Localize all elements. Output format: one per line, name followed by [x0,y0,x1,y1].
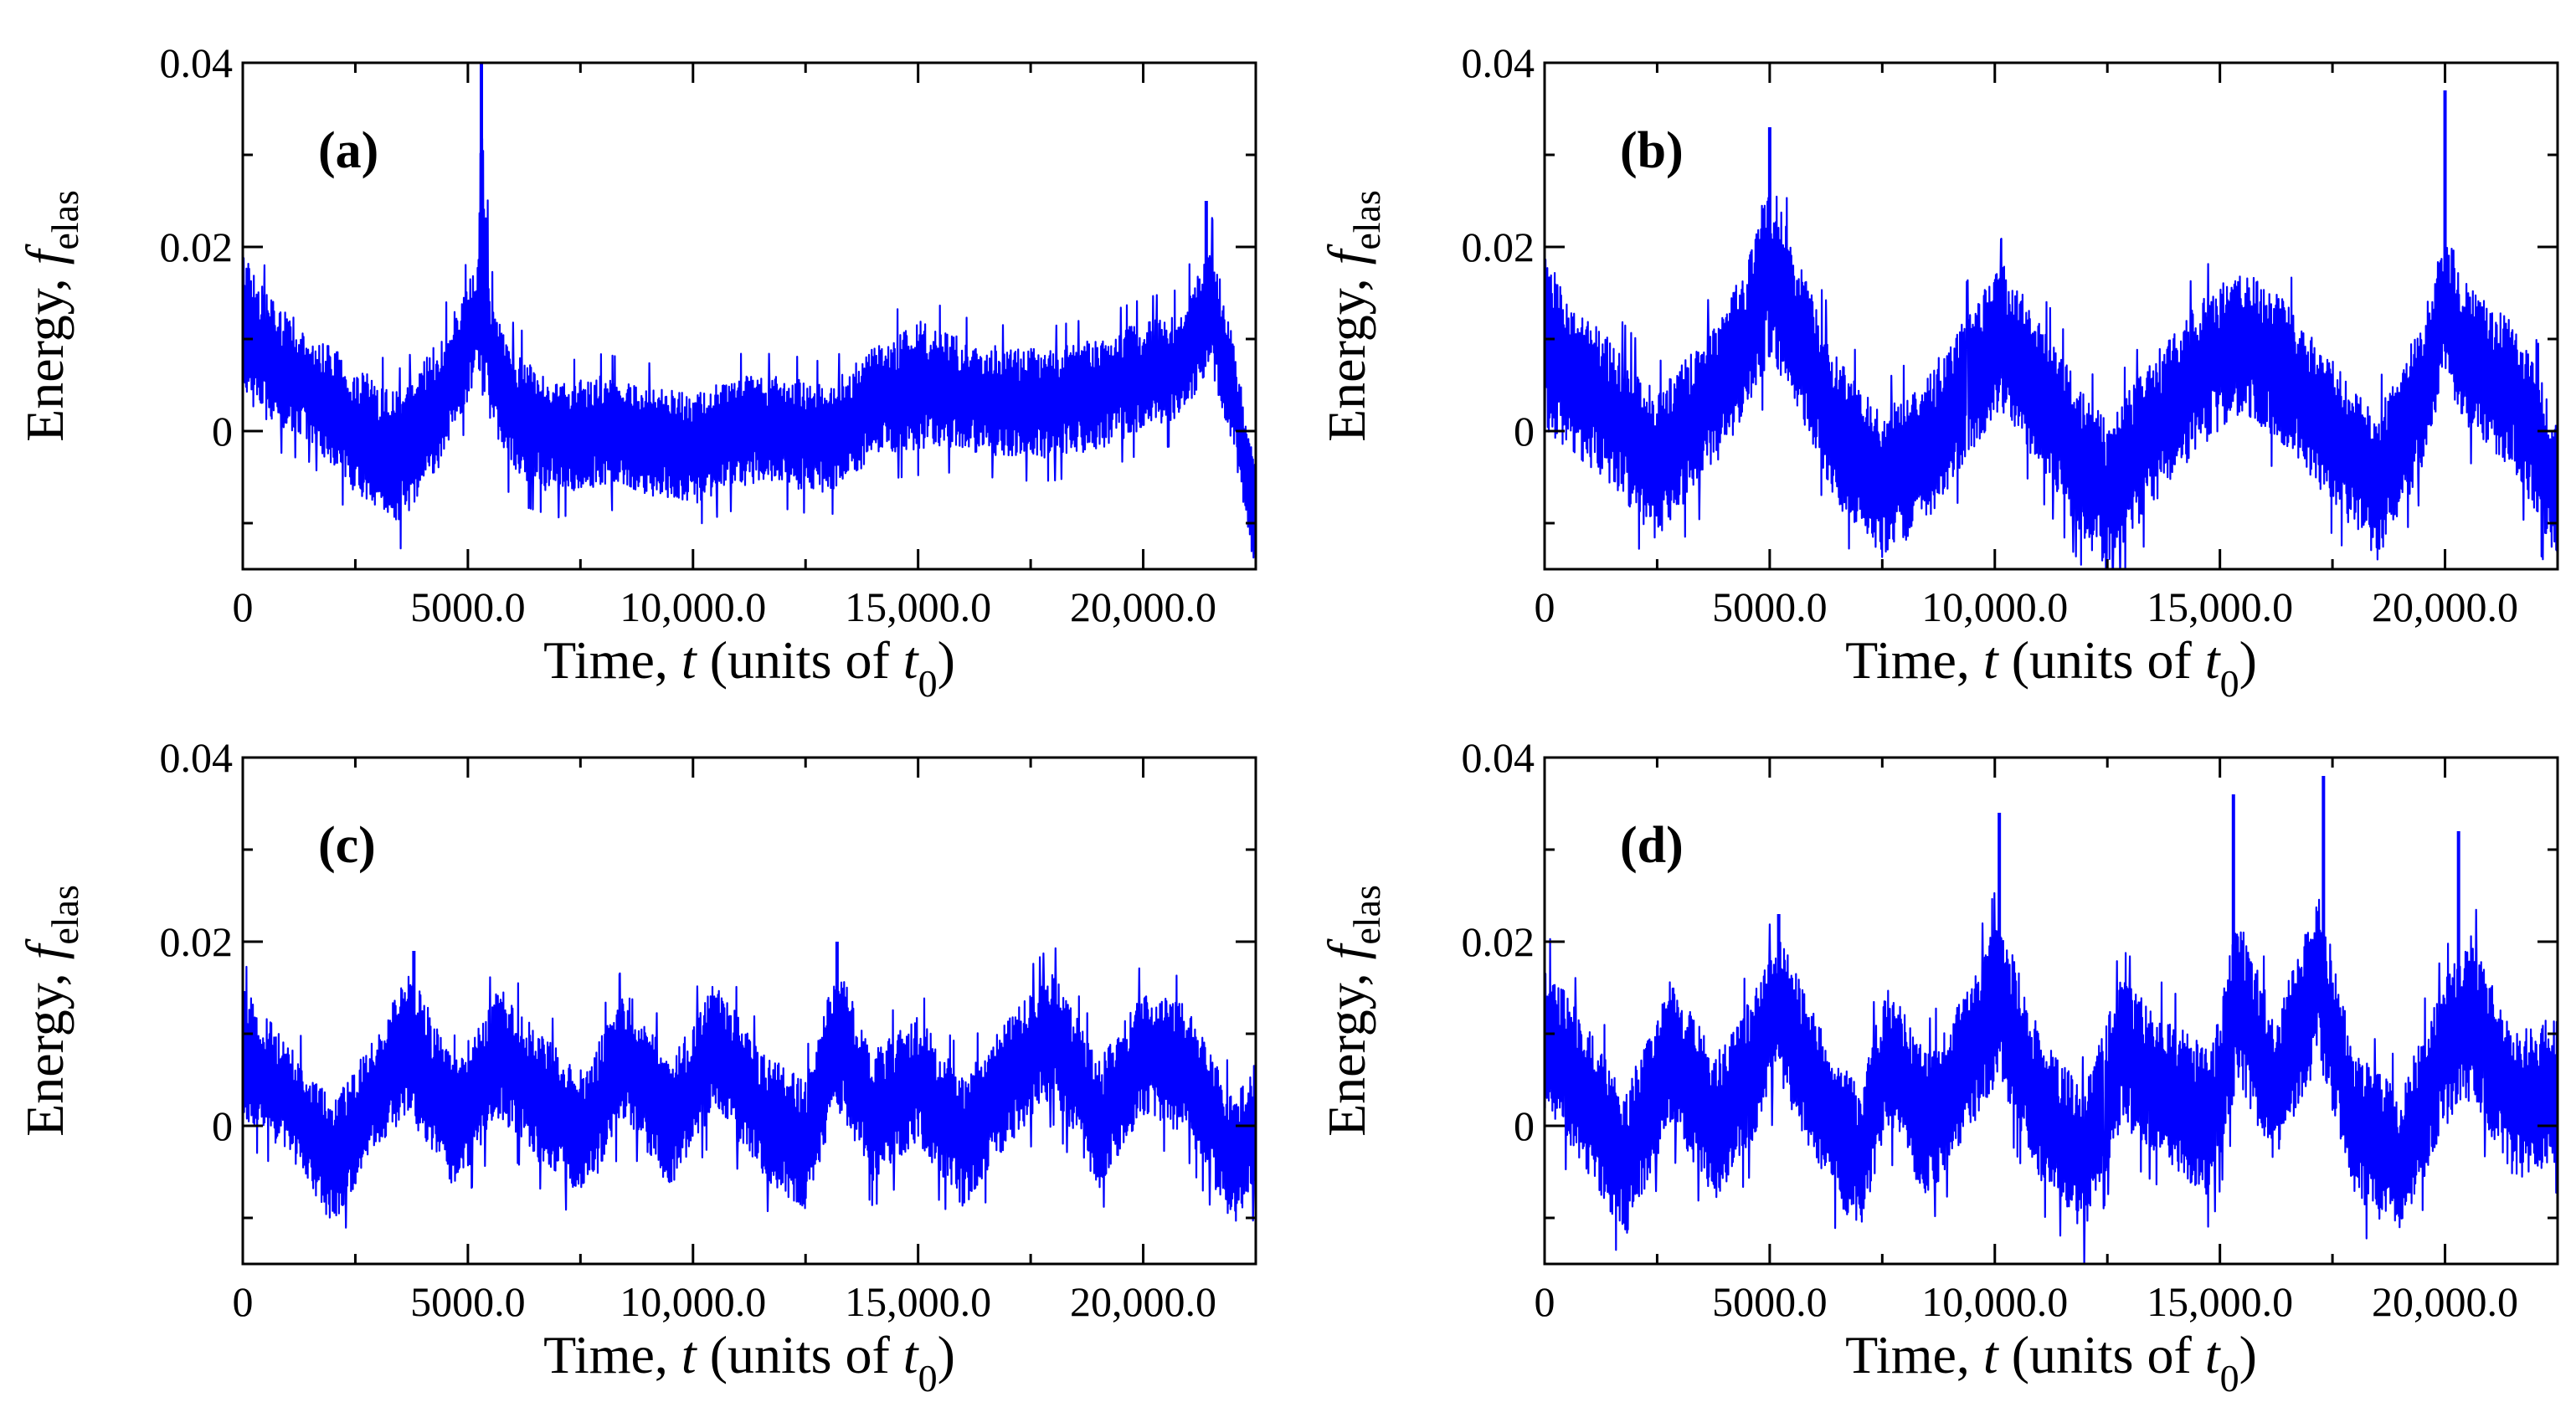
panel-label: (b) [1620,122,1684,179]
panel-label: (a) [318,122,378,179]
x-label-text: ) [938,1325,955,1384]
data-trace [1545,881,2558,1264]
y-axis-label: Energy, felas [1317,190,1388,442]
x-tick-label: 10,000.0 [620,583,766,630]
x-tick-label: 15,000.0 [2147,583,2293,630]
x-label-text: ) [938,630,955,690]
x-tick-label: 0 [233,1278,254,1325]
y-axis-label: Energy, felas [15,190,86,442]
x-label-var: t [2205,630,2222,690]
x-label-text: ) [2239,1325,2257,1384]
x-label-var: t [681,630,698,690]
y-label-text: Energy, [1317,959,1376,1137]
y-tick-label: 0 [1514,1102,1535,1149]
x-label-text: Time, [543,630,681,690]
plot-frame [1543,756,2559,1266]
y-tick-label: 0.02 [1462,223,1535,270]
y-label-text: Energy, [15,959,75,1137]
x-tick-label: 0 [233,583,254,630]
x-label-var: t [903,630,920,690]
x-label-text: ) [2239,630,2257,690]
x-tick-label: 5000.0 [410,583,526,630]
x-axis-label: Time, t (units of t0) [543,1325,955,1400]
y-tick-label: 0.02 [1462,918,1535,965]
x-label-var: t [681,1325,698,1384]
x-label-text: (units of [697,1325,903,1384]
x-label-text: (units of [1998,1325,2205,1384]
x-label-text: Time, [543,1325,681,1384]
x-tick-label: 10,000.0 [1921,583,2068,630]
x-label-text: Time, [1845,1325,1983,1384]
x-tick-label: 0 [1535,583,1555,630]
x-tick-label: 0 [1535,1278,1555,1325]
y-label-subscript: elas [44,190,86,250]
x-label-var: t [2205,1325,2222,1384]
plot-frame [1543,61,2559,571]
y-tick-label: 0 [212,1102,233,1149]
plot-frame [241,61,1257,571]
y-tick-label: 0 [1514,408,1535,455]
x-label-subscript: 0 [918,662,938,705]
x-tick-label: 5000.0 [1712,583,1828,630]
panel-a: 0 5000.0 10,000.0 15,000.0 20,000.0 0 0.02 0.04… [15,39,1257,705]
x-tick-label: 20,000.0 [2372,583,2518,630]
y-label-text: Energy, [1317,265,1376,442]
panel-label: (d) [1620,817,1684,874]
x-tick-label: 15,000.0 [845,583,991,630]
x-tick-label: 20,000.0 [1070,583,1216,630]
y-label-subscript: elas [1345,885,1388,945]
y-tick-label: 0.04 [1462,39,1535,86]
x-label-var: t [1983,630,2000,690]
x-axis-label: Time, t (units of t0) [1845,630,2257,705]
y-tick-label: 0.04 [1462,734,1535,781]
y-tick-label: 0.02 [160,918,234,965]
x-tick-label: 5000.0 [410,1278,526,1325]
x-label-text: (units of [697,630,903,690]
y-tick-label: 0.02 [160,223,234,270]
x-label-text: (units of [1998,630,2205,690]
x-tick-label: 10,000.0 [620,1278,766,1325]
y-tick-label: 0 [212,408,233,455]
plot-frame [241,756,1257,1266]
x-axis-label: Time, t (units of t0) [1845,1325,2257,1400]
x-label-text: Time, [1845,630,1983,690]
x-tick-label: 10,000.0 [1921,1278,2068,1325]
y-label-text: Energy, [15,265,75,442]
x-label-subscript: 0 [2220,1357,2239,1400]
x-tick-label: 20,000.0 [2372,1278,2518,1325]
x-tick-label: 15,000.0 [845,1278,991,1325]
x-tick-label: 5000.0 [1712,1278,1828,1325]
panel-c: 0 5000.0 10,000.0 15,000.0 20,000.0 0 0.02 0.04… [15,734,1257,1400]
x-label-var: t [1983,1325,2000,1384]
panel-label: (c) [318,817,376,874]
panel-d: 0 5000.0 10,000.0 15,000.0 20,000.0 0 0.02 0.04… [1317,734,2559,1400]
x-tick-label: 20,000.0 [1070,1278,1216,1325]
data-trace [1545,181,2558,569]
y-tick-label: 0.04 [160,39,234,86]
data-trace [243,947,1256,1229]
x-label-subscript: 0 [918,1357,938,1400]
y-label-subscript: elas [44,885,86,945]
data-trace [243,118,1256,559]
y-label-subscript: elas [1345,190,1388,250]
y-axis-label: Energy, felas [1317,885,1388,1137]
y-tick-label: 0.04 [160,734,234,781]
panel-b: 0 5000.0 10,000.0 15,000.0 20,000.0 0 0.02 0.04… [1317,39,2559,705]
x-label-subscript: 0 [2220,662,2239,705]
x-tick-label: 15,000.0 [2147,1278,2293,1325]
x-axis-label: Time, t (units of t0) [543,630,955,705]
x-label-var: t [903,1325,920,1384]
y-axis-label: Energy, felas [15,885,86,1137]
